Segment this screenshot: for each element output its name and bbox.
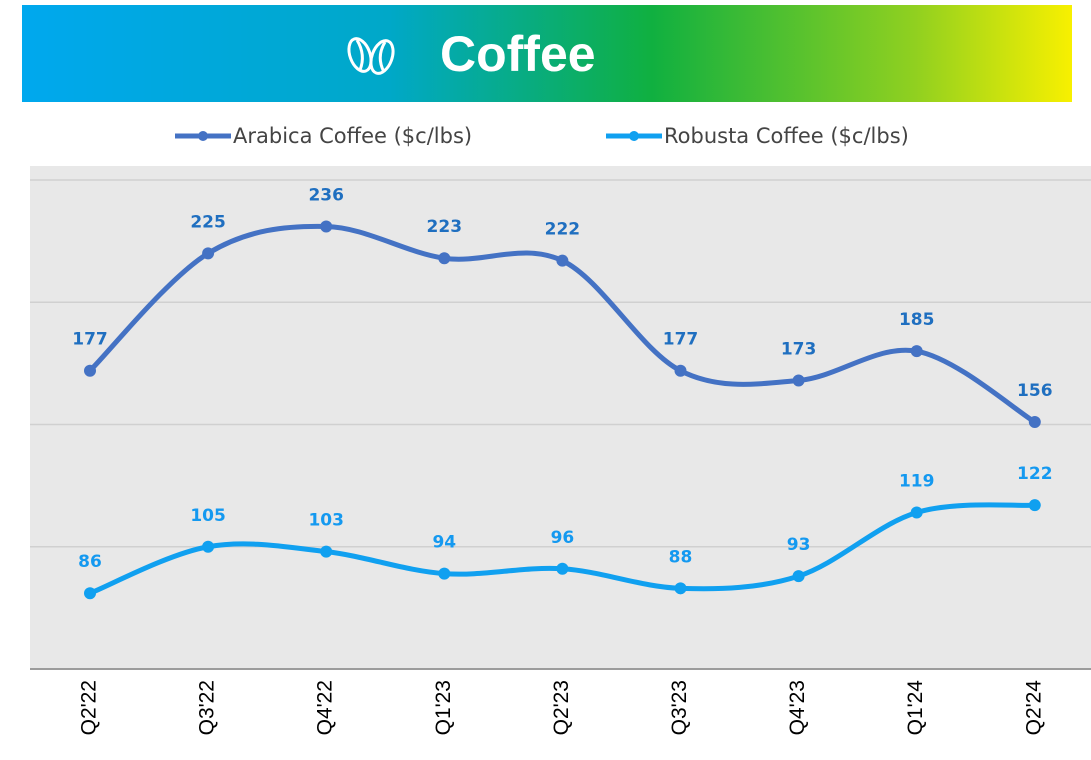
x-tick-label: Q1'23: [432, 680, 455, 735]
data-point: [202, 247, 215, 260]
x-tick-label: Q4'23: [786, 680, 809, 735]
data-label: 88: [669, 547, 693, 567]
x-tick-label: Q2'24: [1022, 680, 1045, 736]
data-point: [1028, 416, 1041, 429]
data-point: [1028, 499, 1041, 512]
data-label: 225: [190, 212, 226, 232]
data-label: 222: [545, 220, 581, 240]
x-tick-label: Q2'22: [78, 680, 101, 735]
data-label: 177: [72, 330, 108, 350]
data-label: 86: [78, 552, 102, 572]
data-point: [84, 364, 96, 377]
data-point: [910, 506, 923, 519]
data-label: 94: [432, 533, 456, 553]
header-banner: [22, 5, 1072, 102]
data-point: [202, 540, 215, 553]
data-label: 223: [427, 217, 463, 237]
data-point: [910, 345, 923, 358]
data-point: [556, 254, 569, 267]
data-label: 105: [190, 506, 226, 526]
legend-marker: [629, 131, 639, 141]
data-label: 96: [551, 528, 575, 548]
data-label: 177: [663, 330, 699, 350]
data-point: [556, 562, 569, 575]
data-point: [674, 364, 687, 377]
plot-area: [30, 166, 1091, 669]
data-point: [792, 570, 805, 583]
legend-label: Robusta Coffee ($c/lbs): [664, 124, 909, 148]
data-label: 119: [899, 472, 935, 492]
legend-marker: [198, 131, 208, 141]
data-point: [792, 374, 805, 387]
data-point: [320, 545, 333, 558]
data-label: 185: [899, 310, 935, 330]
x-tick-label: Q3'23: [668, 680, 691, 735]
data-label: 122: [1017, 464, 1053, 484]
data-label: 173: [781, 339, 817, 359]
data-label: 156: [1017, 381, 1053, 401]
x-tick-label: Q2'23: [550, 680, 573, 735]
data-label: 236: [308, 185, 344, 205]
data-point: [320, 220, 333, 233]
coffee-icon: [347, 37, 395, 75]
legend-label: Arabica Coffee ($c/lbs): [233, 124, 472, 148]
data-point: [438, 567, 451, 580]
data-point: [84, 587, 96, 600]
data-point: [438, 252, 451, 265]
data-point: [674, 582, 687, 595]
x-tick-label: Q1'24: [904, 680, 927, 736]
data-label: 103: [308, 511, 344, 531]
x-tick-label: Q3'22: [196, 680, 219, 735]
x-tick-label: Q4'22: [314, 680, 337, 735]
data-label: 93: [787, 535, 811, 555]
chart-title: Coffee: [440, 26, 596, 82]
